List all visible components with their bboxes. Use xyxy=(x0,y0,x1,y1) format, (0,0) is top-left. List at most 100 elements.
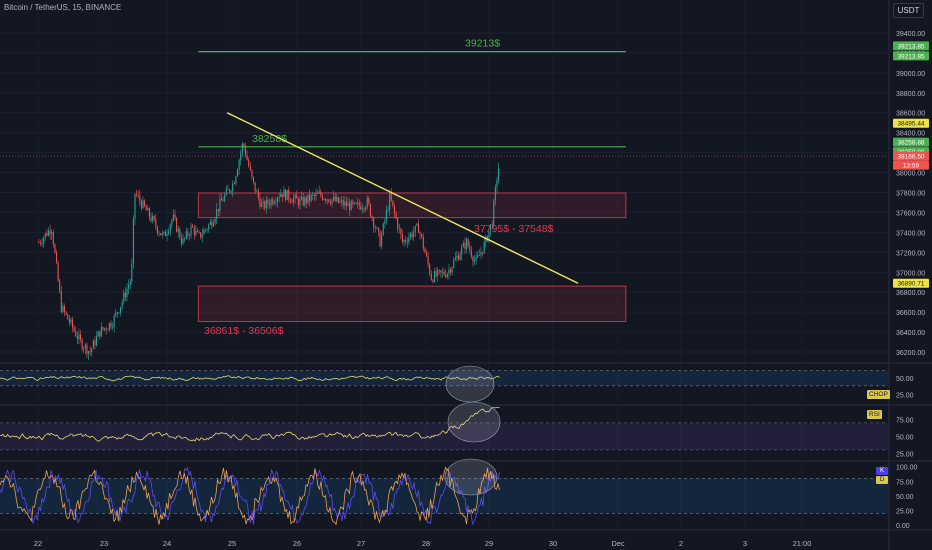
candle-body xyxy=(296,194,298,199)
candle-body xyxy=(421,233,423,238)
candle-body xyxy=(422,237,424,249)
candle-body xyxy=(75,330,77,337)
candle-body xyxy=(490,224,492,232)
y-tick-label: 36800.00 xyxy=(896,290,925,297)
candle-body xyxy=(467,239,469,247)
candle-body xyxy=(171,219,173,225)
candle-body xyxy=(268,203,271,206)
pane-y-tick: 50.00 xyxy=(896,494,914,501)
candle-body xyxy=(344,201,346,206)
candle-body xyxy=(187,231,189,236)
candle-body xyxy=(472,256,474,262)
candle-body xyxy=(464,242,466,249)
candle-body xyxy=(166,233,168,236)
candle-body xyxy=(208,224,210,230)
candle-body xyxy=(461,246,463,255)
candle-body xyxy=(43,237,45,244)
candle-body xyxy=(393,205,396,214)
candle-body xyxy=(97,331,99,337)
pane-y-tick: 25.00 xyxy=(896,508,914,515)
candle-body xyxy=(317,193,319,195)
candle-body xyxy=(478,255,480,256)
candle-body xyxy=(214,218,216,224)
candle-body xyxy=(68,319,70,323)
candle-body xyxy=(457,255,460,260)
symbol-title[interactable]: Bitcoin / TetherUS, 15, BINANCE xyxy=(4,3,122,12)
candle-body xyxy=(289,199,291,202)
highlight-circle xyxy=(447,401,501,443)
level-label: 38258$ xyxy=(252,133,287,145)
candle-body xyxy=(395,213,397,219)
candle-body xyxy=(323,199,325,200)
candle-body xyxy=(254,182,256,192)
candle-body xyxy=(57,262,59,281)
price-badge xyxy=(893,151,929,161)
pane-band xyxy=(0,422,888,450)
candle-body xyxy=(174,214,176,219)
candle-body xyxy=(361,208,363,210)
candle-body xyxy=(326,199,328,201)
candle-body xyxy=(71,319,74,328)
candle-body xyxy=(454,258,456,261)
candle-body xyxy=(164,231,166,236)
candle-body xyxy=(222,200,224,202)
x-tick-label: 24 xyxy=(163,539,171,548)
candle-body xyxy=(480,252,482,256)
candle-body xyxy=(281,194,283,198)
candle-body xyxy=(91,348,93,353)
y-tick-label: 37600.00 xyxy=(896,210,925,217)
candle-body xyxy=(246,155,248,160)
candle-body xyxy=(201,234,203,238)
candle-body xyxy=(192,226,194,228)
candle-body xyxy=(86,344,88,355)
candle-body xyxy=(108,323,110,330)
candle-body xyxy=(200,232,202,238)
candle-body xyxy=(294,194,296,199)
candle-body xyxy=(88,351,90,355)
candle-body xyxy=(392,200,394,206)
candle-body xyxy=(115,312,117,316)
horizontal-levels: 39213$ 38258$ xyxy=(198,38,626,148)
candle-body xyxy=(363,208,365,210)
currency-button[interactable]: USDT xyxy=(893,3,924,18)
y-tick-label: 37000.00 xyxy=(896,270,925,277)
candle-body xyxy=(427,255,429,265)
candle-body xyxy=(441,271,444,273)
candle-body xyxy=(329,201,331,204)
candle-body xyxy=(262,201,264,204)
y-tick-label: 38000.00 xyxy=(896,171,925,178)
candle-body xyxy=(349,203,351,211)
candle-body xyxy=(126,288,128,298)
candle-body xyxy=(307,194,309,203)
candle-body xyxy=(493,200,495,225)
y-tick-label: 38600.00 xyxy=(896,111,925,118)
candle-body xyxy=(305,197,307,203)
candle-body xyxy=(219,198,221,212)
candle-body xyxy=(116,312,118,314)
candle-body xyxy=(449,269,452,273)
candle-body xyxy=(352,201,354,204)
candle-body xyxy=(416,223,418,226)
candle-body xyxy=(411,233,413,238)
candle-body xyxy=(144,200,146,207)
candle-body xyxy=(100,327,102,337)
candle-body xyxy=(339,201,341,203)
x-tick-label: 3 xyxy=(743,539,747,548)
candle-body xyxy=(437,269,439,277)
pane-y-tick: 75.00 xyxy=(896,418,914,425)
candle-body xyxy=(368,198,370,204)
candle-body xyxy=(265,199,267,209)
candle-body xyxy=(360,205,362,210)
candle-body xyxy=(118,312,120,314)
candle-body xyxy=(267,199,269,204)
candle-body xyxy=(198,231,200,233)
x-tick-label: 25 xyxy=(228,539,236,548)
candle-body xyxy=(156,226,158,233)
candle-body xyxy=(413,232,415,238)
candle-body xyxy=(477,255,479,258)
candle-body xyxy=(240,152,242,161)
candle-body xyxy=(304,197,306,205)
candle-body xyxy=(177,228,179,232)
candle-body xyxy=(259,197,261,207)
